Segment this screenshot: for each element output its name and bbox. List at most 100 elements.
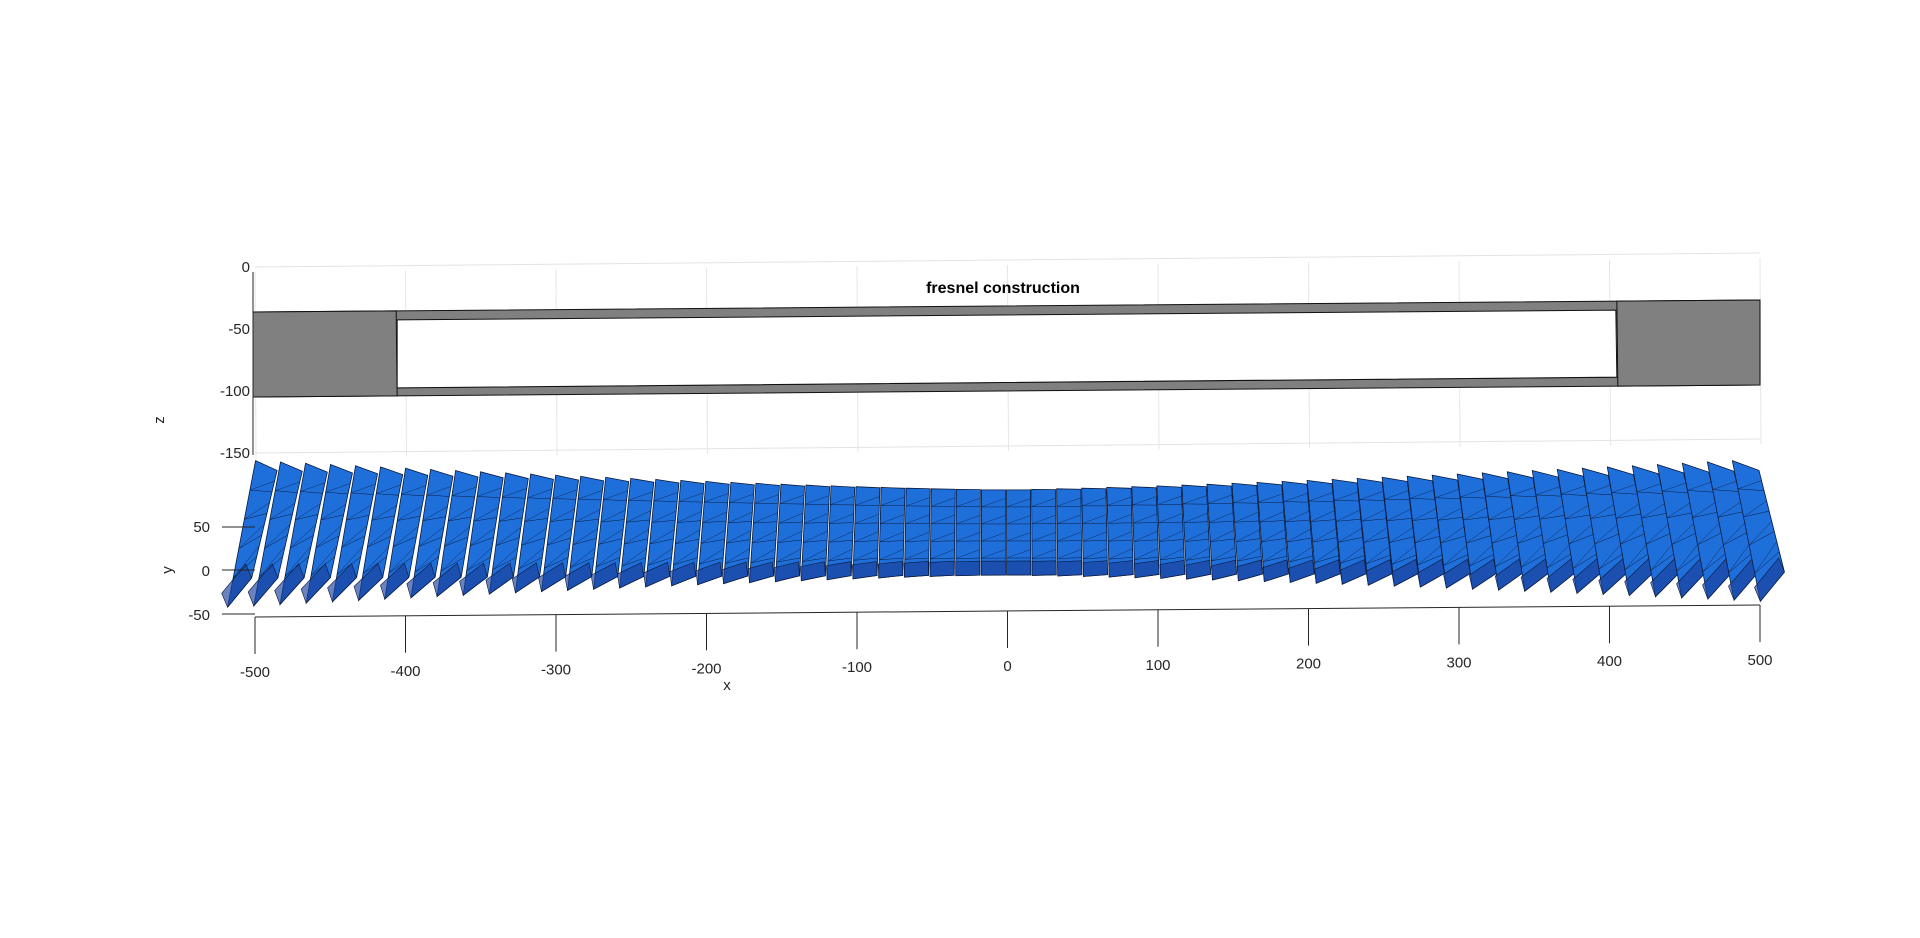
- facet-mesh-line: [1641, 513, 1667, 519]
- facet-mesh-line: [1572, 553, 1598, 569]
- facet-mesh-line: [1636, 483, 1661, 493]
- facet-mesh-line: [346, 504, 372, 521]
- facet-mesh-line: [777, 539, 802, 543]
- facet-mesh-line: [1417, 554, 1443, 566]
- facet-mesh-line: [778, 512, 804, 524]
- facet-mesh-line: [1748, 521, 1772, 546]
- facet-mesh-line: [1624, 552, 1650, 571]
- facet-mesh-line: [1615, 503, 1640, 519]
- facet-mesh-line: [258, 545, 286, 578]
- x-tick-label: -200: [691, 660, 721, 677]
- facet-mesh-line: [1082, 540, 1107, 542]
- facet-mesh-line: [572, 528, 598, 545]
- facet-mesh-line: [1384, 490, 1409, 500]
- facet-mesh-line: [1598, 552, 1624, 570]
- facet-mesh-line: [524, 518, 548, 522]
- facet-mesh-line: [1539, 515, 1565, 520]
- facet-mesh-line: [275, 490, 298, 493]
- facet-mesh-line: [295, 514, 319, 520]
- facet-mesh-line: [426, 494, 450, 497]
- facet-mesh-line: [1667, 512, 1693, 519]
- facet-mesh-line: [264, 524, 291, 549]
- facet-shade: [1031, 560, 1057, 576]
- facet-mesh-line: [1650, 552, 1676, 571]
- facet-shade: [1339, 559, 1367, 585]
- facet-strip: [353, 466, 404, 602]
- facet-shade: [380, 562, 410, 600]
- facet-mesh-line: [1561, 485, 1586, 495]
- facet-mesh-line: [376, 484, 401, 494]
- facet-mesh-line: [678, 492, 704, 502]
- facet-mesh-line: [1261, 538, 1286, 543]
- facet-shade: [247, 563, 279, 607]
- facet-mesh-line: [325, 491, 349, 495]
- facet-mesh-line: [451, 495, 475, 498]
- facet-mesh-line: [981, 498, 1006, 508]
- x-tick-label: -300: [541, 662, 571, 679]
- facet-mesh-line: [1737, 488, 1765, 492]
- facet-mesh-line: [392, 526, 419, 547]
- facet-mesh-line: [1728, 551, 1754, 573]
- facet-mesh-line: [1491, 535, 1517, 544]
- facet-strip: [825, 485, 856, 581]
- facet-mesh-line: [699, 548, 725, 565]
- facet-mesh-line: [1409, 489, 1434, 499]
- facet-mesh-line: [700, 530, 726, 544]
- facet-mesh-line: [1676, 542, 1700, 572]
- facet-mesh-line: [1466, 526, 1490, 544]
- facet-mesh-line: [1737, 480, 1762, 489]
- facet-mesh-line: [527, 488, 553, 498]
- facet-shade: [643, 561, 671, 588]
- facet-shade: [721, 561, 749, 585]
- facet-mesh-line: [422, 516, 446, 522]
- facet-mesh-line: [1391, 554, 1417, 565]
- facet-mesh-line: [853, 549, 878, 561]
- facet-mesh-line: [249, 480, 275, 491]
- facet-mesh-line: [544, 557, 569, 569]
- facet-mesh-line: [371, 505, 397, 521]
- facet-mesh-line: [704, 493, 729, 503]
- facet-mesh-line: [1363, 527, 1388, 543]
- facet-mesh-line: [854, 513, 880, 524]
- facet-mesh-line: [1598, 543, 1622, 570]
- facet-shade: [851, 561, 878, 580]
- facet-strip: [1106, 487, 1134, 578]
- facet-mesh-line: [1310, 519, 1336, 522]
- facet-shade: [773, 561, 800, 583]
- facet-mesh-line: [853, 557, 878, 561]
- facet-strip: [1256, 481, 1289, 583]
- facet-mesh-line: [1624, 543, 1648, 571]
- facet-mesh-line: [1565, 514, 1591, 520]
- facet-mesh-line: [1561, 493, 1587, 496]
- facet-mesh-line: [341, 525, 368, 548]
- facet-shade: [903, 561, 929, 578]
- facet-mesh-line: [1510, 495, 1537, 498]
- facet-mesh-line: [350, 492, 374, 495]
- facet-mesh-line: [397, 505, 423, 521]
- facet-mesh-line: [1057, 531, 1082, 542]
- facet-mesh-line: [1056, 497, 1082, 507]
- facet-mesh-line: [310, 556, 335, 576]
- facet-mesh-line: [1183, 521, 1209, 523]
- y-tick-label: 0: [202, 563, 210, 580]
- facet-mesh-line: [1743, 500, 1767, 518]
- facet-mesh-line: [1495, 544, 1519, 567]
- facet-mesh-line: [1636, 491, 1663, 494]
- facet-shade: [1262, 559, 1289, 583]
- facet-mesh-line: [828, 531, 854, 543]
- facet-shade: [825, 561, 852, 581]
- facet-strip: [327, 465, 379, 604]
- facet-mesh-line: [249, 489, 273, 493]
- facet-mesh-line: [855, 496, 880, 506]
- facet-shade: [1443, 558, 1471, 589]
- facet-mesh-line: [700, 539, 725, 544]
- facet-mesh-line: [1083, 557, 1108, 560]
- facet-mesh-line: [1108, 548, 1133, 560]
- facet-mesh-line: [575, 518, 599, 523]
- facet-mesh-line: [1723, 531, 1749, 546]
- facet-mesh-line: [1132, 513, 1158, 524]
- facet-mesh-line: [524, 508, 550, 522]
- facet-strip: [459, 471, 504, 597]
- facet-shade: [1288, 559, 1315, 583]
